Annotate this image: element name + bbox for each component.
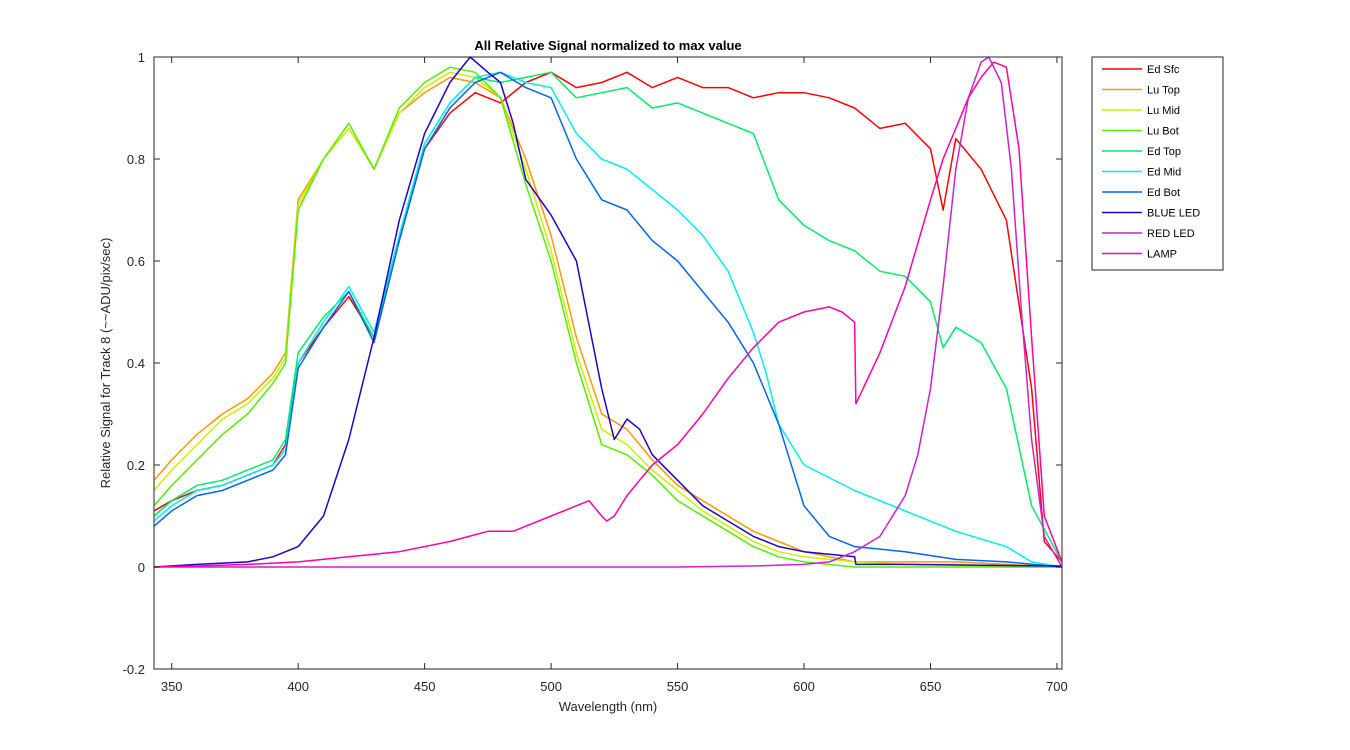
series-line-9 <box>153 61 1063 568</box>
series-line-3 <box>153 66 1062 568</box>
x-tick-label: 600 <box>793 679 815 694</box>
legend-label: Lu Top <box>1147 85 1180 97</box>
series-line-7 <box>153 56 1063 568</box>
legend-label: BLUE LED <box>1147 208 1200 220</box>
chart-title: All Relative Signal normalized to max va… <box>474 38 741 53</box>
legend-label: RED LED <box>1147 228 1195 240</box>
series-line-4 <box>153 71 1063 563</box>
y-tick-label: 0 <box>138 560 145 575</box>
series-layer <box>153 56 1063 568</box>
legend: Ed Sfc Lu Top Lu Mid Lu Bot Ed Top Ed Mid Ed B… <box>1091 56 1224 271</box>
series-line-2 <box>153 71 1062 568</box>
series-line-8 <box>154 56 1063 568</box>
x-tick-label: 500 <box>540 679 562 694</box>
legend-label: Ed Mid <box>1147 167 1181 179</box>
y-tick-label: 0.8 <box>127 152 145 167</box>
x-axis-title: Wavelength (nm) <box>559 699 658 714</box>
series-line-1 <box>153 76 1063 568</box>
y-tick-label: 1 <box>138 50 145 65</box>
axes-layer: 350 400 450 500 550 600 650 700 -0.2 0 0.2 0.4 0.6 0.… <box>123 50 1068 694</box>
y-tick-label: 0.6 <box>127 254 145 269</box>
legend-label: Ed Bot <box>1147 187 1180 199</box>
legend-label: Lu Bot <box>1147 126 1179 138</box>
legend-label: Ed Sfc <box>1147 64 1180 76</box>
x-tick-label: 700 <box>1046 679 1068 694</box>
legend-box <box>1091 56 1224 271</box>
x-tick-label: 400 <box>287 679 309 694</box>
x-tick-label: 650 <box>920 679 942 694</box>
y-tick-label: -0.2 <box>123 662 145 677</box>
y-tick-label: 0.4 <box>127 356 145 371</box>
x-tick-label: 550 <box>667 679 689 694</box>
y-axis-title: Relative Signal for Track 8 (~~ADU/pix/s… <box>98 238 113 489</box>
x-tick-label: 450 <box>414 679 436 694</box>
series-line-5 <box>153 71 1063 568</box>
y-tick-label: 0.2 <box>127 458 145 473</box>
legend-label: Lu Mid <box>1147 105 1180 117</box>
x-tick-label: 350 <box>161 679 183 694</box>
legend-label: LAMP <box>1147 249 1177 261</box>
series-line-6 <box>153 71 1063 568</box>
legend-label: Ed Top <box>1147 146 1181 158</box>
